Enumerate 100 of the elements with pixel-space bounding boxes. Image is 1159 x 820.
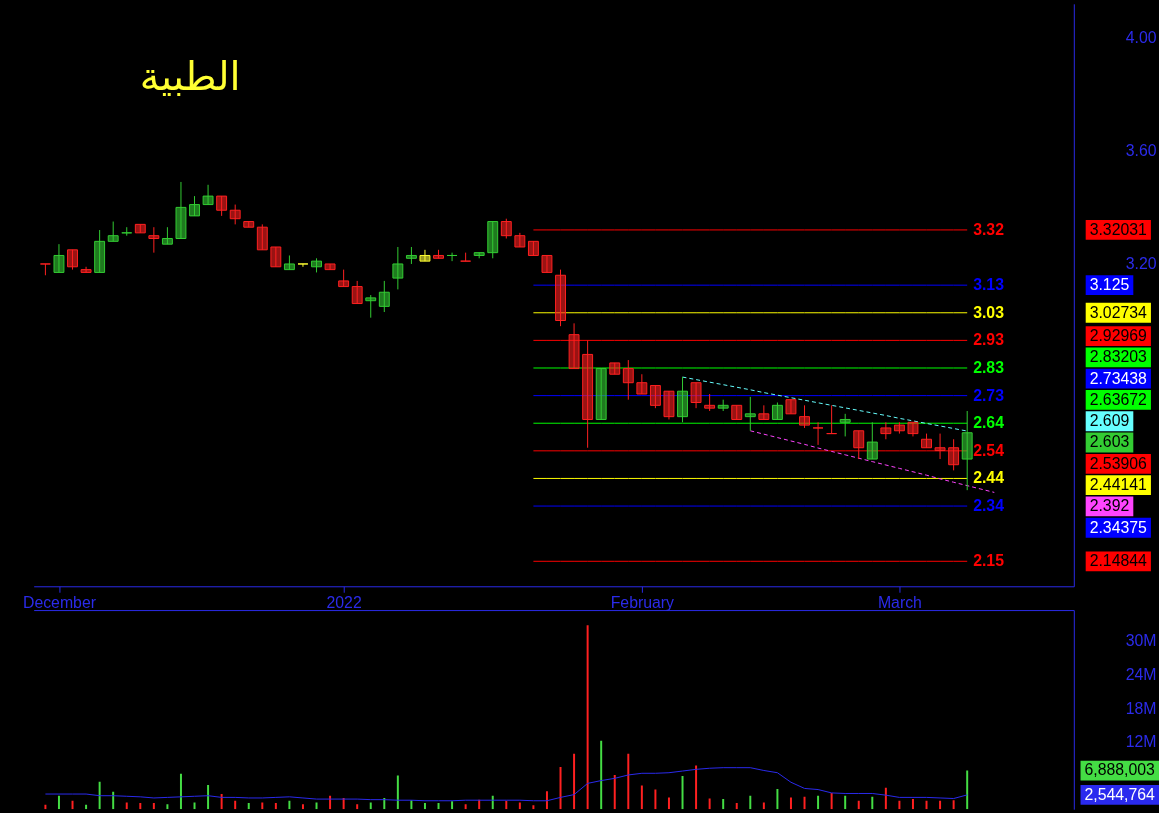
series-label: 3.03 xyxy=(973,303,1005,321)
candlestick xyxy=(555,269,566,327)
candlestick xyxy=(907,421,919,437)
text: الطبية xyxy=(139,53,241,99)
y-tick-label: 3.60 xyxy=(1125,142,1157,160)
candlestick xyxy=(419,249,431,262)
y-tick-label: 24M xyxy=(1125,666,1157,684)
y-tick-label: 4.00 xyxy=(1125,29,1157,47)
candlestick xyxy=(39,263,51,276)
candlestick xyxy=(717,399,729,412)
candlestick xyxy=(161,226,173,245)
text: 2.609 xyxy=(1089,412,1130,430)
candlestick xyxy=(731,404,743,420)
candlestick xyxy=(297,263,309,268)
candlestick xyxy=(175,181,187,240)
text: 2.63672 xyxy=(1089,390,1147,408)
candlestick xyxy=(636,373,648,395)
candlestick xyxy=(744,396,756,432)
candlestick xyxy=(229,204,241,225)
candlestick xyxy=(568,322,580,370)
y-tick-label: 18M xyxy=(1125,699,1157,717)
candlestick xyxy=(961,410,973,491)
candlestick xyxy=(487,221,499,259)
candlestick xyxy=(446,252,458,262)
candlestick xyxy=(663,390,675,420)
candlestick xyxy=(94,229,106,273)
candlestick xyxy=(595,368,607,420)
candlestick xyxy=(948,438,960,471)
line-series xyxy=(44,767,968,802)
series-label: 2.73 xyxy=(973,386,1005,404)
candlestick xyxy=(826,404,838,435)
candlestick xyxy=(622,359,634,401)
series-label: 2.44 xyxy=(973,469,1005,487)
candlestick xyxy=(704,393,716,412)
candlestick xyxy=(67,249,78,271)
x-tick-label: March xyxy=(877,593,922,611)
text: 3.125 xyxy=(1089,276,1130,294)
text: 6,888,003 xyxy=(1084,761,1156,779)
y-tick-label: 12M xyxy=(1125,733,1157,751)
text: 2.392 xyxy=(1089,497,1130,515)
candlestick xyxy=(880,421,892,440)
series-label: 3.13 xyxy=(973,276,1005,294)
candlestick xyxy=(405,246,417,265)
candlestick xyxy=(148,226,160,254)
text: 2.53906 xyxy=(1089,454,1148,472)
text: 3.02734 xyxy=(1089,303,1148,321)
candlestick xyxy=(677,376,688,423)
y-tick-label: 3.20 xyxy=(1125,255,1157,273)
candlestick xyxy=(134,223,146,234)
candlestick xyxy=(107,221,119,242)
candlestick xyxy=(433,249,444,259)
candlestick xyxy=(934,433,946,460)
candlestick xyxy=(378,280,390,313)
candlestick xyxy=(799,404,810,429)
candlestick xyxy=(311,257,322,273)
candlestick xyxy=(812,421,824,446)
candlestick xyxy=(216,195,228,217)
candlestick xyxy=(338,269,350,288)
series-label: 2.64 xyxy=(973,414,1005,432)
candlestick xyxy=(771,402,783,420)
text: 2.92969 xyxy=(1089,326,1148,344)
candlestick xyxy=(365,294,377,319)
candlestick xyxy=(324,263,336,271)
candlestick xyxy=(256,223,268,251)
y-tick-label: 30M xyxy=(1125,632,1157,650)
candlestick xyxy=(53,243,65,273)
series-label: 2.34 xyxy=(973,497,1005,515)
candlestick xyxy=(270,246,282,268)
candlestick xyxy=(921,433,932,449)
text: 2.44141 xyxy=(1089,476,1148,494)
series-label: 2.54 xyxy=(973,441,1005,459)
text: 2,544,764 xyxy=(1084,785,1156,803)
candlestick xyxy=(202,184,214,206)
candlestick xyxy=(853,430,865,460)
candlestick xyxy=(80,266,92,273)
text: 2.34375 xyxy=(1089,518,1148,536)
candlestick xyxy=(527,240,539,256)
candlestick xyxy=(351,280,363,305)
text: 2.603 xyxy=(1089,433,1130,451)
x-tick-label: February xyxy=(610,593,675,611)
text: 3.32031 xyxy=(1089,220,1148,238)
candlestick xyxy=(609,362,621,375)
candlestick xyxy=(649,385,661,409)
candlestick xyxy=(514,232,526,248)
series-label: 2.83 xyxy=(973,358,1005,376)
candlestick xyxy=(690,382,702,409)
text: 2.73438 xyxy=(1089,369,1148,387)
candlestick xyxy=(283,254,295,271)
series-label: 3.32 xyxy=(973,220,1005,238)
candlestick xyxy=(758,404,770,420)
candlestick xyxy=(866,421,878,460)
text: 2.14844 xyxy=(1089,552,1148,570)
candlestick xyxy=(189,195,200,217)
candlestick xyxy=(500,218,512,240)
series-label: 2.15 xyxy=(973,552,1005,570)
series-label: 2.93 xyxy=(973,331,1005,349)
text: 2.83203 xyxy=(1089,348,1148,366)
x-tick-label: 2022 xyxy=(326,593,362,611)
candlestick xyxy=(785,399,797,415)
candlestick xyxy=(392,246,404,290)
